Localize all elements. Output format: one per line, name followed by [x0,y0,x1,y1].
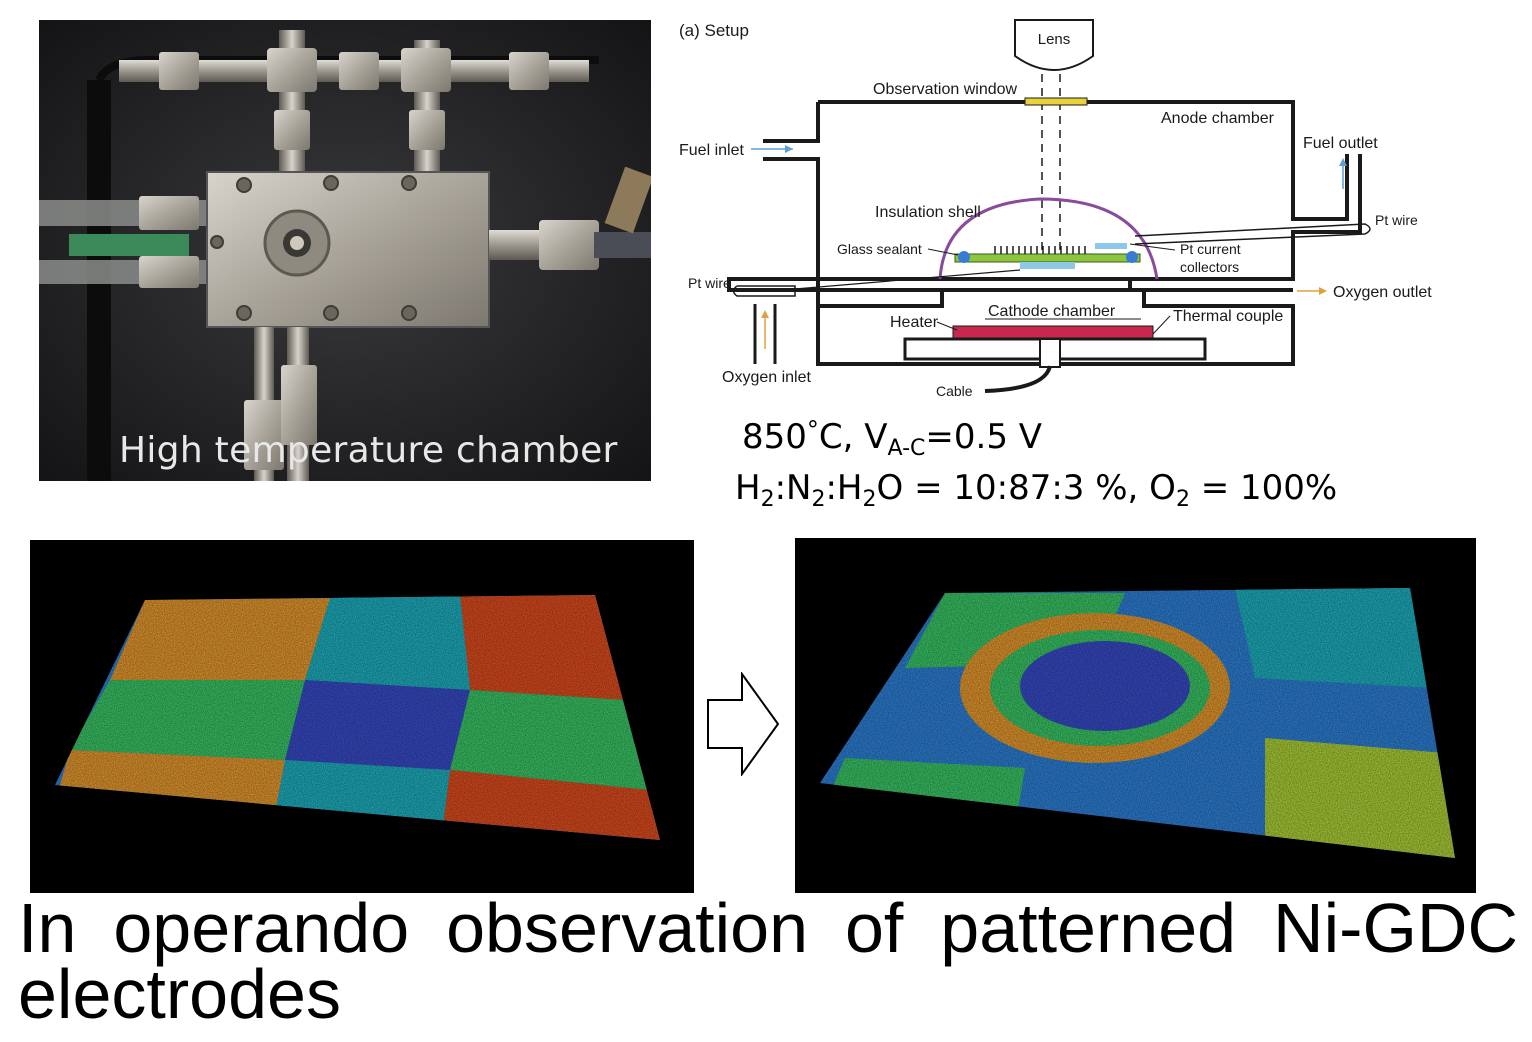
gas-h2o: :H [825,468,863,508]
glass-sealant-right [1126,251,1138,263]
electrode-pattern [994,246,1086,254]
chamber-photo: High temperature chamber [39,20,651,481]
thermal-couple-label: Thermal couple [1173,308,1283,325]
oxygen-inlet-arrowhead [761,310,769,318]
oxygen-outlet-arrowhead [1319,287,1327,295]
collectors-label: collectors [1180,259,1239,275]
conditions-line-2: H2:N2:H2O = 10:87:3 %, O2 = 100% [735,468,1337,512]
insulation-shell-label: Insulation shell [875,204,981,221]
gas-sub-3: 2 [862,487,877,512]
pt-wire-left-label: Pt wire [688,275,731,291]
pt-wire-left-line [794,269,1021,290]
glass-sealant-label: Glass sealant [837,241,922,257]
pt-wire-right [1134,223,1371,245]
lens-shape [1014,19,1094,71]
cathode-chamber-inner [818,290,944,308]
surface-before-map [55,595,660,840]
oxygen-outlet-label: Oxygen outlet [1333,284,1432,301]
thermal-couple-leader [1152,315,1171,335]
oxygen-ratio: = 100% [1189,468,1338,508]
surface-plot-after [795,538,1476,893]
voltage-prefix: C, V [818,417,888,457]
pt-current-leader [1129,243,1176,251]
fuel-outlet-label: Fuel outlet [1303,135,1378,152]
fuel-inlet-label: Fuel inlet [679,142,744,159]
setup-panel-label: (a) Setup [679,21,749,40]
conditions-line-1: 850°C, VA-C=0.5 V [742,416,1042,461]
pt-current-label: Pt current [1180,241,1241,257]
surface-after-map [820,588,1455,858]
fuel-outlet-arrowhead [1339,158,1347,166]
fuel-inlet-arrowhead [785,145,793,153]
oxygen-inlet-label: Oxygen inlet [722,369,811,386]
chamber-photo-illustration [39,20,651,481]
glass-sealant-leader [927,248,959,256]
slide-title: In operando observation of patterned Ni-… [18,889,1518,1033]
pt-wire-right-label: Pt wire [1375,212,1418,228]
insulation-shell [938,197,1159,280]
degree-symbol: ° [806,416,819,444]
anode-chamber-left-wall [727,102,820,292]
anode-chamber-label: Anode chamber [1161,110,1275,127]
photo-caption: High temperature chamber [119,430,618,471]
gas-n: :N [774,468,812,508]
lens-label: Lens [1038,31,1071,48]
pt-collector [1095,243,1127,249]
voltage-value: =0.5 V [925,417,1043,457]
setup-diagram: (a) Setup Lens Observation window Anode … [675,14,1455,404]
oxygen-inlet-tube [753,304,777,364]
cathode-chamber-wall [816,290,1295,366]
gas-sub-1: 2 [760,487,775,512]
gas-sub-4: 2 [1175,487,1190,512]
observation-window-label: Observation window [873,81,1018,98]
surface-plot-before [30,540,694,893]
right-arrow-icon [707,672,780,776]
voltage-subscript: A-C [887,436,926,461]
stage-stem [1039,338,1061,368]
gas-ratio: O = 10:87:3 %, O [876,468,1176,508]
pt-wire-left-tube [732,285,796,297]
temperature-value: 850 [742,417,807,457]
cathode-chamber-label: Cathode chamber [988,303,1116,320]
electrolyte-layer [954,253,1141,263]
gas-sub-2: 2 [811,487,826,512]
glass-sealant-left [958,251,970,263]
cable-line [984,365,1052,393]
heater-leader [936,321,958,331]
gas-h: H [735,468,761,508]
cathode-layer [1020,262,1075,269]
heater-label: Heater [890,314,939,331]
observation-window [1024,97,1088,106]
cable-label: Cable [936,383,973,399]
